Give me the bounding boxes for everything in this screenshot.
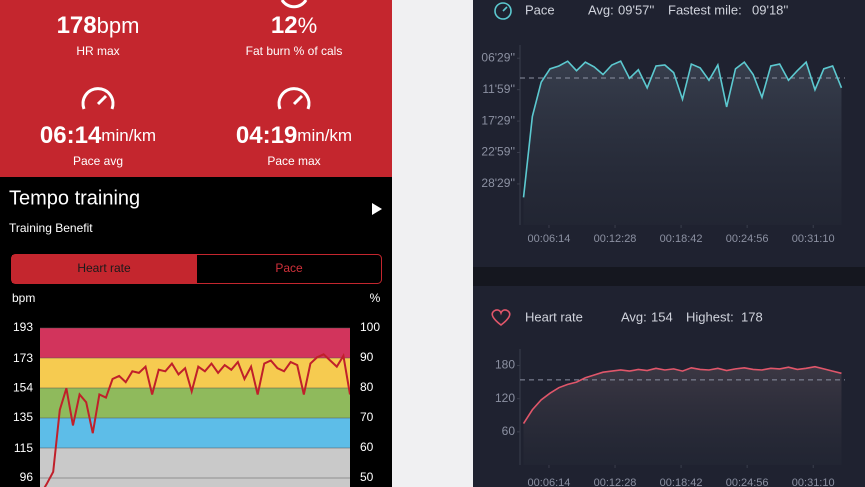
area-fill: [523, 366, 842, 465]
best-value: 09'18'': [752, 2, 788, 17]
workout-subtitle: Training Benefit: [9, 221, 93, 235]
avg-label: Avg:: [621, 309, 647, 324]
y-tick-label: 17'29'': [481, 113, 515, 127]
y-tick-label: 28'29'': [481, 176, 515, 190]
hr-zone-chart: 50 60 70 80 90 100 96 115 135 154 173 193: [13, 320, 380, 487]
x-tick-label: 00:24:56: [726, 477, 769, 487]
tab[interactable]: Heart rate: [77, 261, 131, 275]
pace-chart: 06'29'' 11'59'' 17'29'' 22'59'' 28'29'' 00:06…: [481, 45, 845, 245]
avg-value: 09'57'': [618, 2, 654, 17]
x-tick-label: 00:31:10: [792, 233, 835, 245]
y-tick-label: 22'59'': [481, 145, 515, 159]
stat-value: 12%: [271, 12, 317, 39]
y2-tick-label: 80: [360, 380, 374, 394]
stat-number: 178: [57, 12, 97, 39]
y-tick-label: 154: [13, 380, 33, 394]
pace-icon: [494, 2, 512, 20]
y-tick-label: 96: [20, 470, 34, 484]
area-fill: [523, 61, 842, 225]
stat-label: Pace max: [267, 154, 320, 168]
stat-unit: min/km: [101, 126, 156, 145]
stat-unit: bpm: [97, 13, 140, 38]
tab-bar: Heart rate Pace: [11, 254, 382, 284]
y-tick-label: 115: [14, 441, 33, 455]
x-tick-label: 00:06:14: [528, 477, 571, 487]
zone-band: [40, 328, 350, 358]
workout-title: Tempo training: [9, 187, 140, 209]
y-axis-label: bpm: [12, 291, 35, 305]
y2-tick-label: 50: [360, 470, 374, 484]
x-tick-label: 00:18:42: [660, 477, 703, 487]
zone-band: [40, 358, 350, 388]
zone-band: [40, 448, 350, 487]
y-tick-label: 60: [502, 424, 516, 438]
x-tick-label: 00:31:10: [792, 477, 835, 487]
x-tick-label: 00:12:28: [594, 477, 637, 487]
stat-value: 178bpm: [57, 12, 140, 39]
speedometer-icon: [81, 87, 311, 110]
heart-icon: [491, 309, 511, 327]
x-tick-label: 00:06:14: [528, 233, 571, 245]
y2-axis-label: %: [370, 291, 381, 305]
summary-panel: [0, 0, 392, 177]
stat-label: Fat burn % of cals: [246, 44, 343, 58]
stat-number: 06:14: [40, 122, 102, 149]
y-tick-label: 193: [13, 320, 33, 334]
x-tick-label: 00:24:56: [726, 233, 769, 245]
y2-tick-label: 90: [360, 350, 374, 364]
y-tick-label: 120: [495, 391, 515, 405]
stat-value: 06:14min/km: [40, 122, 156, 149]
x-tick-label: 00:12:28: [594, 233, 637, 245]
y2-tick-label: 60: [360, 440, 374, 454]
max-value: 178: [741, 309, 763, 324]
hr-line: [43, 353, 350, 487]
stat-label: HR max: [76, 44, 119, 58]
data-line: [522, 365, 842, 425]
y-tick-label: 06'29'': [481, 50, 515, 64]
zone-band: [40, 388, 350, 418]
gap: [392, 0, 473, 487]
y2-tick-label: 70: [360, 410, 374, 424]
stat-number: 04:19: [236, 122, 297, 149]
y-tick-label: 173: [13, 351, 33, 365]
y-tick-label: 11'59'': [482, 82, 515, 96]
stat-unit: %: [298, 13, 318, 38]
avg-label: Avg:: [588, 2, 614, 17]
chart-title: Pace: [525, 2, 555, 17]
stat-unit: min/km: [297, 126, 352, 145]
tab-border: [11, 254, 382, 284]
stat-value: 04:19min/km: [236, 122, 352, 149]
best-label: Fastest mile:: [668, 2, 742, 17]
y-tick-label: 135: [13, 410, 33, 424]
heart-rate-chart: 60 120 180 00:06:14 00:12:28 00:18:42 00:24:56…: [495, 349, 845, 487]
x-tick-label: 00:18:42: [660, 233, 703, 245]
data-line: [522, 60, 843, 198]
y2-tick-label: 100: [360, 320, 380, 334]
play-button[interactable]: [372, 203, 382, 215]
tab-selected: [12, 255, 197, 283]
stat-number: 12: [271, 12, 298, 39]
stat-label: Pace avg: [73, 154, 123, 168]
tab[interactable]: Pace: [275, 261, 303, 275]
zone-band: [40, 418, 350, 448]
y-tick-label: 180: [495, 358, 515, 372]
max-label: Highest:: [686, 309, 734, 324]
avg-value: 154: [651, 309, 673, 324]
chart-title: Heart rate: [525, 309, 583, 324]
icon: [280, 0, 308, 9]
